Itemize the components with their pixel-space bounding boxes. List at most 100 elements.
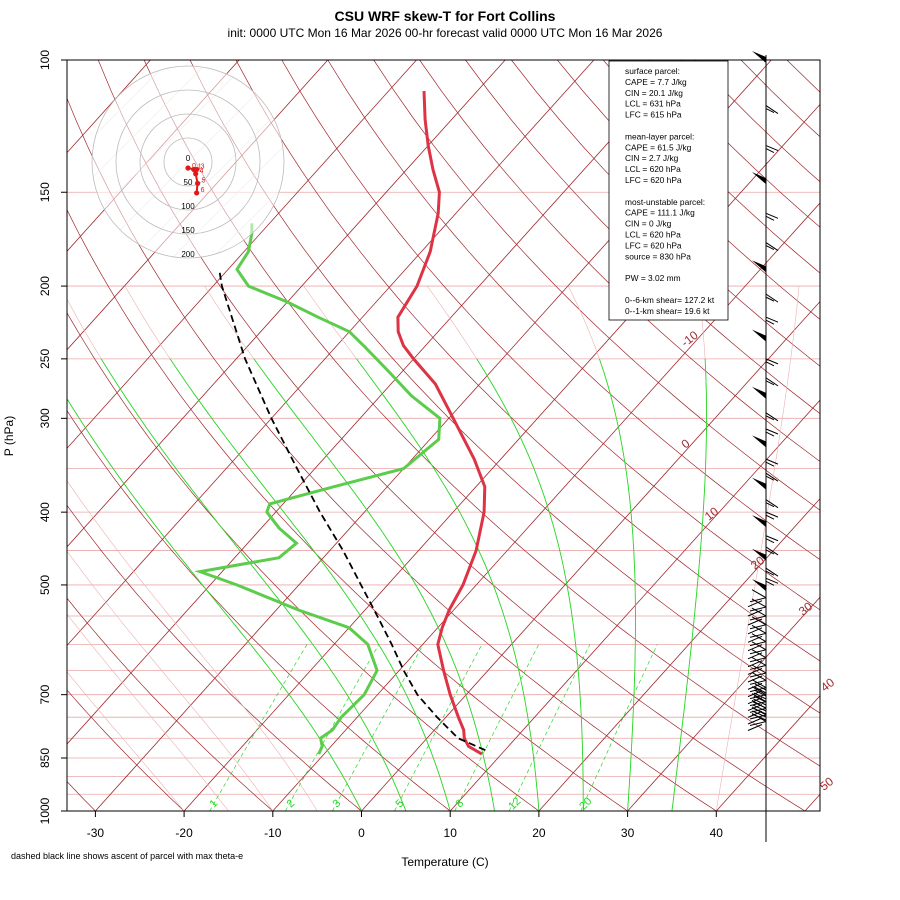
- wind-barb: [765, 431, 775, 437]
- moist-adiabat-line: [67, 613, 229, 811]
- y-tick-label: 850: [38, 748, 52, 768]
- mixing-ratio-line: [580, 644, 658, 811]
- y-axis-label: P (hPa): [2, 416, 16, 456]
- mixing-ratio-label: 8: [453, 797, 466, 810]
- dry-adiabat-line: [786, 60, 820, 93]
- wind-barb: [751, 633, 767, 643]
- wind-barb: [749, 632, 767, 638]
- x-tick-label: 20: [532, 826, 546, 840]
- hodograph: 0 50 100 150 200 0 134 5 6: [91, 65, 285, 259]
- wind-barb-flag: [752, 435, 766, 448]
- y-tick-label: 150: [38, 182, 52, 202]
- dewpoint-line: [194, 223, 442, 755]
- mixing-ratio-label: 20: [577, 795, 594, 812]
- hodograph-ring: [139, 113, 237, 211]
- dry-adiabat-line: [281, 60, 820, 611]
- wind-barb: [765, 358, 779, 365]
- stats-line: source = 830 hPa: [625, 251, 691, 261]
- chart-subtitle: init: 0000 UTC Mon 16 Mar 2026 00-hr for…: [228, 26, 663, 40]
- dry-adiabat-line: [143, 60, 820, 767]
- hodograph-point-label: 6: [201, 187, 205, 194]
- wind-barb: [751, 686, 767, 696]
- wind-barb: [751, 679, 767, 689]
- stats-line: CAPE = 111.1 J/kg: [625, 208, 695, 218]
- hodograph-point: [195, 180, 201, 186]
- hodograph-point-label: 3: [201, 163, 205, 170]
- wind-barb-flag: [752, 548, 766, 561]
- hodograph-point: [194, 166, 200, 173]
- mixing-ratio-line: [454, 644, 540, 811]
- stats-line: LFC = 615 hPa: [625, 110, 682, 120]
- moist-adiabat-line: [427, 285, 584, 811]
- wind-barb: [752, 704, 767, 712]
- wind-barb: [765, 242, 779, 251]
- moist-adiabat-line: [716, 286, 800, 811]
- hodograph-point-label: 0: [192, 163, 196, 170]
- wind-barb: [765, 538, 775, 544]
- saturated-adiabat-line: [67, 398, 362, 811]
- hodograph-point: [185, 165, 191, 171]
- stats-line: LCL = 620 hPa: [625, 164, 681, 174]
- isotherm-line: [538, 498, 820, 811]
- wind-barb: [747, 710, 763, 718]
- wind-barb: [765, 502, 775, 508]
- wind-barb: [765, 105, 779, 115]
- wind-barb: [752, 710, 767, 718]
- hodograph-ring-label: 50: [184, 178, 193, 187]
- dry-adiabat-line: [373, 60, 820, 511]
- wind-barb-flag: [752, 579, 766, 592]
- hodograph-ring: [91, 65, 285, 259]
- mixing-ratio-label: 2: [284, 797, 297, 810]
- dry-adiabat-line: [67, 504, 362, 811]
- wind-barb: [765, 514, 775, 520]
- wind-barb: [747, 627, 763, 635]
- wind-barb-flag: [752, 260, 766, 273]
- wind-barb: [754, 686, 767, 694]
- saturated-adiabat-line: [100, 358, 407, 811]
- wind-barb: [765, 461, 775, 467]
- wind-barb: [765, 148, 775, 154]
- hodograph-point-label: 5: [202, 177, 206, 184]
- dry-adiabat-line: [67, 410, 451, 811]
- wind-barb: [751, 713, 767, 721]
- stats-line: CIN = 20.1 J/kg: [625, 88, 683, 98]
- wind-barb: [751, 649, 767, 659]
- hodograph-ring-label: 0: [186, 154, 191, 163]
- stats-box: [608, 60, 729, 321]
- wind-barb-flag: [752, 477, 766, 490]
- wind-barb: [765, 567, 779, 577]
- wind-barb: [753, 698, 767, 706]
- stats-line: LFC = 620 hPa: [625, 175, 682, 185]
- stats-line: surface parcel:: [625, 66, 680, 76]
- stats-line: LCL = 631 hPa: [625, 99, 681, 109]
- wind-barb: [765, 380, 775, 386]
- isotherm-line: [361, 300, 820, 811]
- wind-barb: [753, 695, 767, 703]
- y-tick-label: 700: [38, 684, 52, 704]
- wind-barb: [765, 245, 775, 250]
- dry-adiabat-line: [67, 312, 540, 811]
- wind-barb: [765, 511, 779, 518]
- wind-barb: [765, 570, 775, 576]
- hodograph-point-label: 1: [198, 163, 202, 170]
- moist-adiabat-line: [67, 398, 362, 811]
- wind-barb: [749, 721, 767, 726]
- wind-barb: [751, 641, 767, 651]
- isotherm-label: 40: [818, 675, 837, 694]
- isotherm-line: [183, 103, 820, 811]
- stats-line: CAPE = 61.5 J/kg: [625, 142, 692, 152]
- wind-barb: [765, 580, 775, 586]
- wind-barb: [747, 724, 763, 731]
- wind-barb: [751, 693, 767, 703]
- wind-barb: [747, 704, 763, 712]
- saturated-adiabat-line: [169, 358, 451, 811]
- isotherm-label: -10: [678, 328, 701, 350]
- wind-barb: [765, 499, 779, 509]
- parcel-line: [218, 269, 486, 752]
- wind-barb: [753, 692, 767, 700]
- wind-barb-flag: [752, 329, 766, 342]
- moist-adiabat-line: [67, 671, 185, 811]
- hodograph-ring-label: 150: [181, 226, 195, 235]
